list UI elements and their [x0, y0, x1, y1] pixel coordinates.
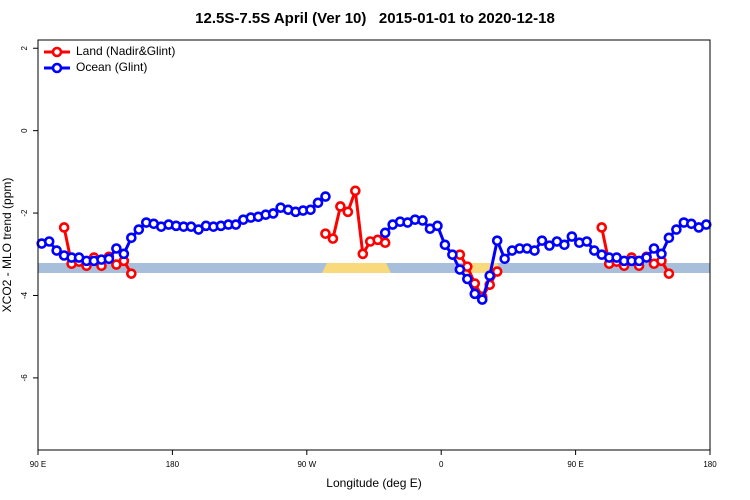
point [588, 245, 600, 256]
point [320, 191, 331, 202]
point [491, 235, 503, 246]
x-tick-label: 90 W [297, 460, 316, 469]
point [700, 219, 712, 230]
point [379, 237, 391, 249]
point [111, 243, 122, 254]
point [484, 270, 496, 281]
point [476, 294, 488, 305]
point [529, 245, 540, 256]
y-tick-label: 2 [20, 45, 29, 50]
point [566, 231, 578, 242]
point [305, 204, 316, 216]
x-tick-label: 180 [703, 460, 717, 469]
y-axis-label: XCO2 - MLO trend (ppm) [0, 178, 14, 313]
point [447, 249, 458, 260]
point [596, 222, 608, 233]
plot-frame [37, 39, 711, 451]
point [656, 248, 667, 260]
legend-label: Land (Nadir&Glint) [76, 44, 175, 58]
point [357, 248, 369, 260]
point [350, 185, 361, 197]
point [342, 206, 354, 218]
point [544, 240, 555, 251]
legend-marker [51, 62, 63, 74]
point [327, 233, 339, 244]
point [133, 224, 145, 235]
point [491, 266, 503, 277]
point [267, 208, 279, 219]
point [663, 268, 675, 279]
point [312, 197, 324, 209]
point [648, 243, 660, 254]
point [379, 227, 391, 239]
point [230, 219, 242, 230]
point [536, 235, 548, 246]
point [118, 248, 130, 260]
legend-label: Ocean (Glint) [76, 60, 147, 74]
point [43, 236, 55, 247]
point [335, 201, 346, 212]
point [432, 220, 443, 232]
chart-title: 12.5S-7.5S April (Ver 10) 2015-01-01 to … [195, 10, 555, 27]
point [126, 232, 137, 244]
point [559, 239, 570, 251]
legend-marker [51, 46, 63, 58]
point [462, 273, 473, 285]
point [469, 288, 481, 300]
y-tick-label: -4 [20, 291, 29, 299]
x-tick-label: 0 [439, 460, 444, 469]
y-tick-label: -6 [20, 374, 29, 382]
point [454, 264, 466, 275]
point [663, 232, 675, 244]
plot-area [36, 185, 712, 305]
point [103, 253, 115, 265]
point [58, 222, 70, 233]
point [126, 268, 137, 279]
band-land [322, 263, 391, 273]
x-tick-label: 180 [166, 460, 180, 469]
point [499, 253, 510, 265]
y-tick-label: 0 [20, 128, 29, 133]
x-tick-label: 90 E [567, 460, 583, 469]
point [671, 224, 682, 235]
point [417, 215, 428, 226]
point [439, 239, 451, 251]
y-tick-label: -2 [20, 209, 29, 217]
x-axis-label: Longitude (deg E) [326, 476, 421, 490]
point [51, 245, 62, 256]
point [581, 236, 593, 247]
point [320, 228, 331, 239]
x-tick-label: 90 E [30, 460, 46, 469]
point [641, 252, 652, 263]
